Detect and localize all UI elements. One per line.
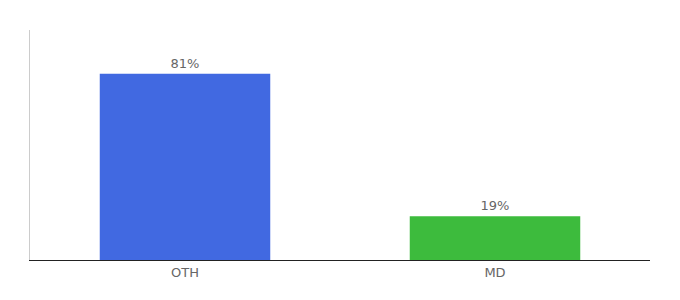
svg-text:MD: MD xyxy=(484,265,505,280)
svg-text:81%: 81% xyxy=(171,56,200,71)
svg-text:19%: 19% xyxy=(481,198,510,213)
svg-text:OTH: OTH xyxy=(171,265,199,280)
